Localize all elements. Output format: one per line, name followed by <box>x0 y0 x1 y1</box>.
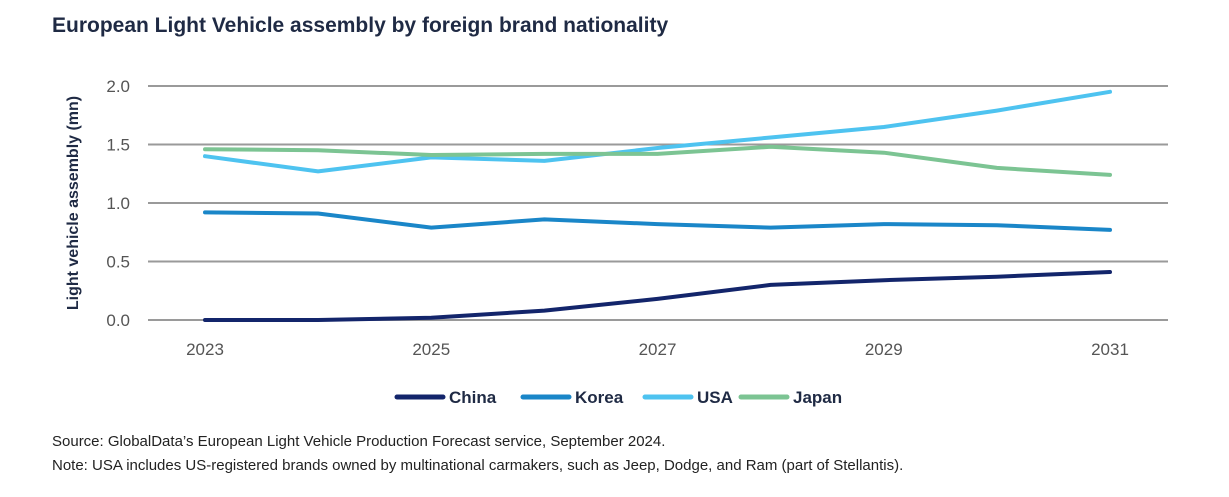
x-tick-label: 2025 <box>412 340 450 359</box>
y-tick-label: 1.5 <box>106 136 130 155</box>
legend-label-usa: USA <box>697 388 733 407</box>
legend-label-korea: Korea <box>575 388 624 407</box>
series-lines <box>203 89 1112 322</box>
series-line-korea <box>203 210 1112 232</box>
footnotes: Source: GlobalData’s European Light Vehi… <box>52 430 903 478</box>
x-tick-label: 2023 <box>186 340 224 359</box>
x-tick-label: 2031 <box>1091 340 1129 359</box>
usa-note: Note: USA includes US-registered brands … <box>52 457 904 474</box>
series-line-usa <box>203 89 1112 174</box>
y-tick-label: 1.0 <box>106 194 130 213</box>
legend: China Korea USA Japan <box>394 388 842 407</box>
series-line-japan <box>203 144 1112 177</box>
x-tick-labels: 2023 2025 2027 2029 2031 <box>186 340 1129 359</box>
series-line-china <box>203 270 1112 322</box>
y-tick-label: 0.5 <box>106 253 130 272</box>
gridlines <box>148 85 1168 321</box>
y-tick-labels: 0.0 0.5 1.0 1.5 2.0 <box>106 77 130 330</box>
y-tick-label: 0.0 <box>106 311 130 330</box>
legend-label-china: China <box>449 388 497 407</box>
x-tick-label: 2029 <box>865 340 903 359</box>
y-tick-label: 2.0 <box>106 77 130 96</box>
legend-label-japan: Japan <box>793 388 842 407</box>
source-note: Source: GlobalData’s European Light Vehi… <box>52 433 666 450</box>
line-chart: 0.0 0.5 1.0 1.5 2.0 2023 2025 2027 2029 2031 Chi… <box>65 77 1168 407</box>
y-axis-label: Light vehicle assembly (mn) <box>65 96 82 310</box>
x-tick-label: 2027 <box>639 340 677 359</box>
chart-title: European Light Vehicle assembly by forei… <box>52 14 669 37</box>
